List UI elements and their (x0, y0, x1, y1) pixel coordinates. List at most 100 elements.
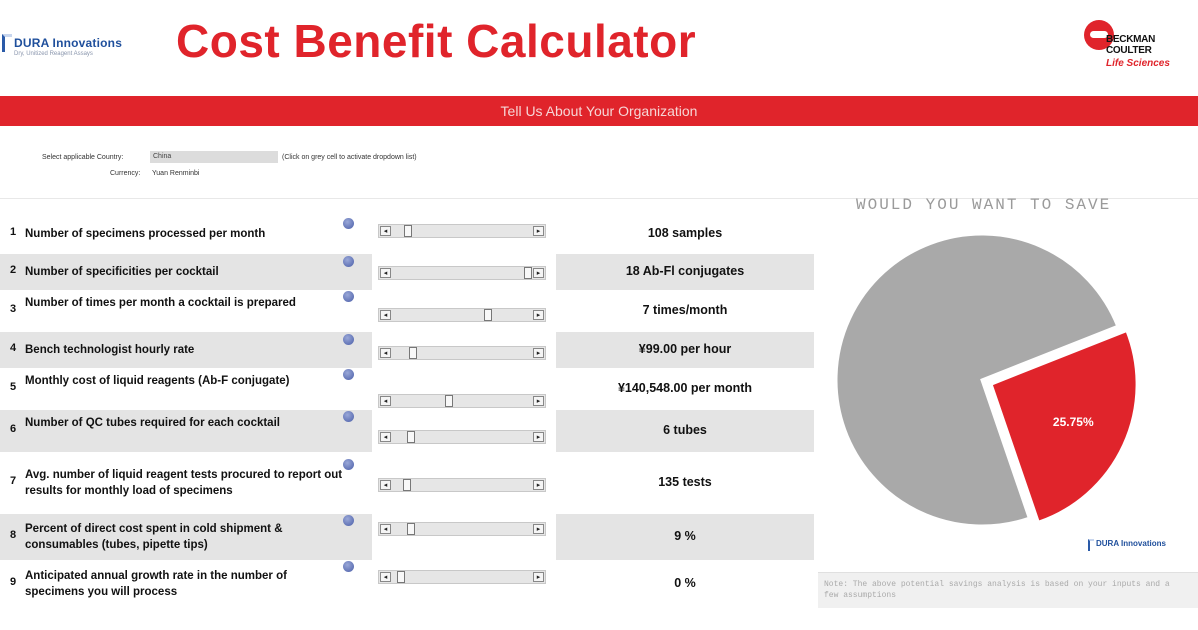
dura-innovations-small-logo: DURA Innovations (1088, 536, 1196, 556)
info-icon[interactable] (343, 291, 354, 302)
country-label: Select applicable Country: (42, 154, 124, 161)
question-text: Anticipated annual growth rate in the nu… (25, 570, 287, 598)
savings-note-text: Note: The above potential savings analys… (824, 580, 1170, 600)
question-text: Monthly cost of liquid reagents (Ab-F co… (25, 375, 290, 387)
slider-thumb[interactable] (523, 267, 532, 279)
country-hint: (Click on grey cell to activate dropdown… (282, 154, 417, 161)
value-slider[interactable]: ◂ ▸ (378, 394, 546, 408)
row-number: 8 (10, 529, 17, 541)
row-value: 0 % (674, 576, 696, 590)
savings-note: Note: The above potential savings analys… (818, 572, 1198, 608)
value-cell (556, 514, 814, 560)
row-value: ¥99.00 per hour (638, 342, 732, 356)
row-value: 7 times/month (642, 303, 728, 317)
slider-right-arrow-icon[interactable]: ▸ (533, 268, 544, 278)
slider-right-arrow-icon[interactable]: ▸ (533, 432, 544, 442)
info-icon[interactable] (343, 561, 354, 572)
slider-thumb[interactable] (402, 479, 411, 491)
row-number: 1 (10, 226, 17, 238)
country-select[interactable]: China (150, 151, 278, 163)
value-slider[interactable]: ◂ ▸ (378, 430, 546, 444)
row-number: 6 (10, 423, 17, 435)
row-number: 3 (10, 303, 17, 315)
info-icon[interactable] (343, 515, 354, 526)
slider-right-arrow-icon[interactable]: ▸ (533, 348, 544, 358)
row-number: 5 (10, 381, 17, 393)
value-slider[interactable]: ◂ ▸ (378, 308, 546, 322)
dura-logo-tagline: Dry, Unitized Reagent Assays (14, 51, 93, 57)
slider-left-arrow-icon[interactable]: ◂ (380, 572, 391, 582)
currency-label: Currency: (110, 170, 141, 177)
value-slider[interactable]: ◂ ▸ (378, 346, 546, 360)
info-icon[interactable] (343, 256, 354, 267)
slider-left-arrow-icon[interactable]: ◂ (380, 348, 391, 358)
info-icon[interactable] (343, 459, 354, 470)
dura-logo-mark-icon (2, 34, 12, 52)
info-icon[interactable] (343, 369, 354, 380)
slider-thumb[interactable] (397, 571, 406, 583)
slider-left-arrow-icon[interactable]: ◂ (380, 396, 391, 406)
pie-slice-remaining (834, 232, 1120, 528)
slider-left-arrow-icon[interactable]: ◂ (380, 226, 391, 236)
row-value: 135 tests (658, 475, 712, 489)
row-number: 7 (10, 475, 17, 487)
table-row: 2 Number of specificities per cocktail ◂ ▸ 1… (0, 254, 814, 290)
value-cell (556, 254, 814, 290)
value-slider[interactable]: ◂ ▸ (378, 224, 546, 238)
question-text: Number of specimens processed per month (25, 228, 266, 240)
value-slider[interactable]: ◂ ▸ (378, 570, 546, 584)
question-text: Avg. number of liquid reagent tests proc… (25, 469, 343, 497)
slider-left-arrow-icon[interactable]: ◂ (380, 480, 391, 490)
row-number: 2 (10, 264, 17, 276)
slider-left-arrow-icon[interactable]: ◂ (380, 524, 391, 534)
row-number: 4 (10, 342, 17, 354)
slider-right-arrow-icon[interactable]: ▸ (533, 396, 544, 406)
table-row: 6 Number of QC tubes required for each co… (0, 410, 814, 452)
bc-logo-line1: BECKMAN (1106, 34, 1156, 45)
info-icon[interactable] (343, 411, 354, 422)
slider-thumb[interactable] (444, 395, 453, 407)
slider-right-arrow-icon[interactable]: ▸ (533, 572, 544, 582)
section-band: Tell Us About Your Organization (0, 96, 1198, 126)
value-slider[interactable]: ◂ ▸ (378, 522, 546, 536)
question-cell (0, 514, 372, 560)
beckman-coulter-logo-icon (1084, 20, 1114, 50)
row-number: 9 (10, 576, 17, 588)
question-text: Number of QC tubes required for each coc… (25, 417, 280, 429)
table-row: 7 Avg. number of liquid reagent tests pro… (0, 452, 814, 514)
slider-thumb[interactable] (409, 347, 418, 359)
info-icon[interactable] (343, 218, 354, 229)
value-slider[interactable]: ◂ ▸ (378, 478, 546, 492)
bc-logo-line2: COULTER (1106, 45, 1152, 56)
dura-small-logo-name: DURA Innovations (1096, 539, 1166, 548)
input-table: 1 Number of specimens processed per month… (0, 214, 814, 608)
question-text: Number of specificities per cocktail (25, 266, 219, 278)
question-text: Bench technologist hourly rate (25, 344, 195, 356)
pie-savings-label: 25.75% (1053, 415, 1094, 429)
slider-thumb[interactable] (403, 225, 412, 237)
table-row: 8 Percent of direct cost spent in cold sh… (0, 514, 814, 560)
value-slider[interactable]: ◂ ▸ (378, 266, 546, 280)
question-cell (0, 410, 372, 452)
savings-heading: WOULD YOU WANT TO SAVE (856, 196, 1112, 214)
question-cell (0, 254, 372, 290)
slider-right-arrow-icon[interactable]: ▸ (533, 524, 544, 534)
value-cell (556, 332, 814, 368)
slider-left-arrow-icon[interactable]: ◂ (380, 310, 391, 320)
slider-right-arrow-icon[interactable]: ▸ (533, 226, 544, 236)
row-value: 108 samples (647, 226, 723, 240)
question-cell (0, 332, 372, 368)
row-value: 6 tubes (663, 423, 707, 437)
info-icon[interactable] (343, 334, 354, 345)
slider-left-arrow-icon[interactable]: ◂ (380, 432, 391, 442)
header: DURA Innovations Dry, Unitized Reagent A… (0, 0, 1198, 92)
table-row: 4 Bench technologist hourly rate ◂ ▸ ¥99.00 … (0, 332, 814, 368)
row-value: 9 % (674, 529, 696, 543)
slider-right-arrow-icon[interactable]: ▸ (533, 310, 544, 320)
slider-thumb[interactable] (406, 523, 415, 535)
slider-thumb[interactable] (484, 309, 493, 321)
slider-left-arrow-icon[interactable]: ◂ (380, 268, 391, 278)
slider-right-arrow-icon[interactable]: ▸ (533, 480, 544, 490)
table-row: 1 Number of specimens processed per month… (0, 214, 814, 254)
slider-thumb[interactable] (406, 431, 415, 443)
